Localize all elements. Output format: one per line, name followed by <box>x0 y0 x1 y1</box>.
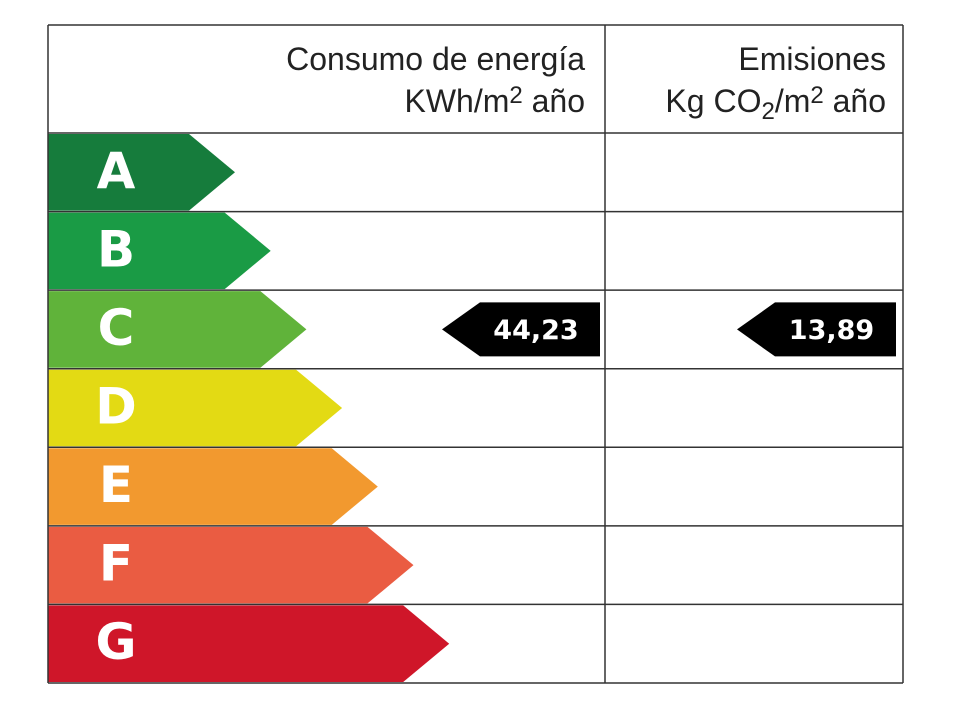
class-arrow <box>48 605 450 682</box>
class-letter: E <box>99 456 133 514</box>
unit-part: /m <box>775 83 811 119</box>
unit-part: KWh/m <box>404 83 509 119</box>
class-letter: D <box>95 378 137 436</box>
superscript: 2 <box>810 82 823 109</box>
class-arrow <box>48 526 414 604</box>
class-arrow <box>48 448 378 525</box>
energy-header: Consumo de energía <box>286 41 585 77</box>
class-arrow <box>48 134 235 211</box>
subscript: 2 <box>761 98 774 125</box>
indicator-value: 44,23 <box>493 315 578 346</box>
emissions-header: Emisiones <box>738 41 886 77</box>
indicator-value: 13,89 <box>789 315 874 346</box>
emissions-unit: Kg CO2/m2 año <box>665 82 886 125</box>
class-letter: B <box>97 220 135 278</box>
superscript: 2 <box>509 82 522 109</box>
unit-part: Kg CO <box>665 83 761 119</box>
unit-part: año <box>824 83 886 119</box>
energy-unit: KWh/m2 año <box>404 82 585 119</box>
class-arrow <box>48 291 307 368</box>
class-arrow <box>48 212 271 290</box>
indicator-arrow <box>737 302 896 357</box>
unit-part: año <box>523 83 585 119</box>
class-letter: G <box>95 613 136 671</box>
class-letter: F <box>99 535 133 593</box>
class-letter: A <box>97 142 136 200</box>
class-letter: C <box>98 299 135 357</box>
indicator-arrow <box>442 302 600 357</box>
class-arrow <box>48 369 343 447</box>
